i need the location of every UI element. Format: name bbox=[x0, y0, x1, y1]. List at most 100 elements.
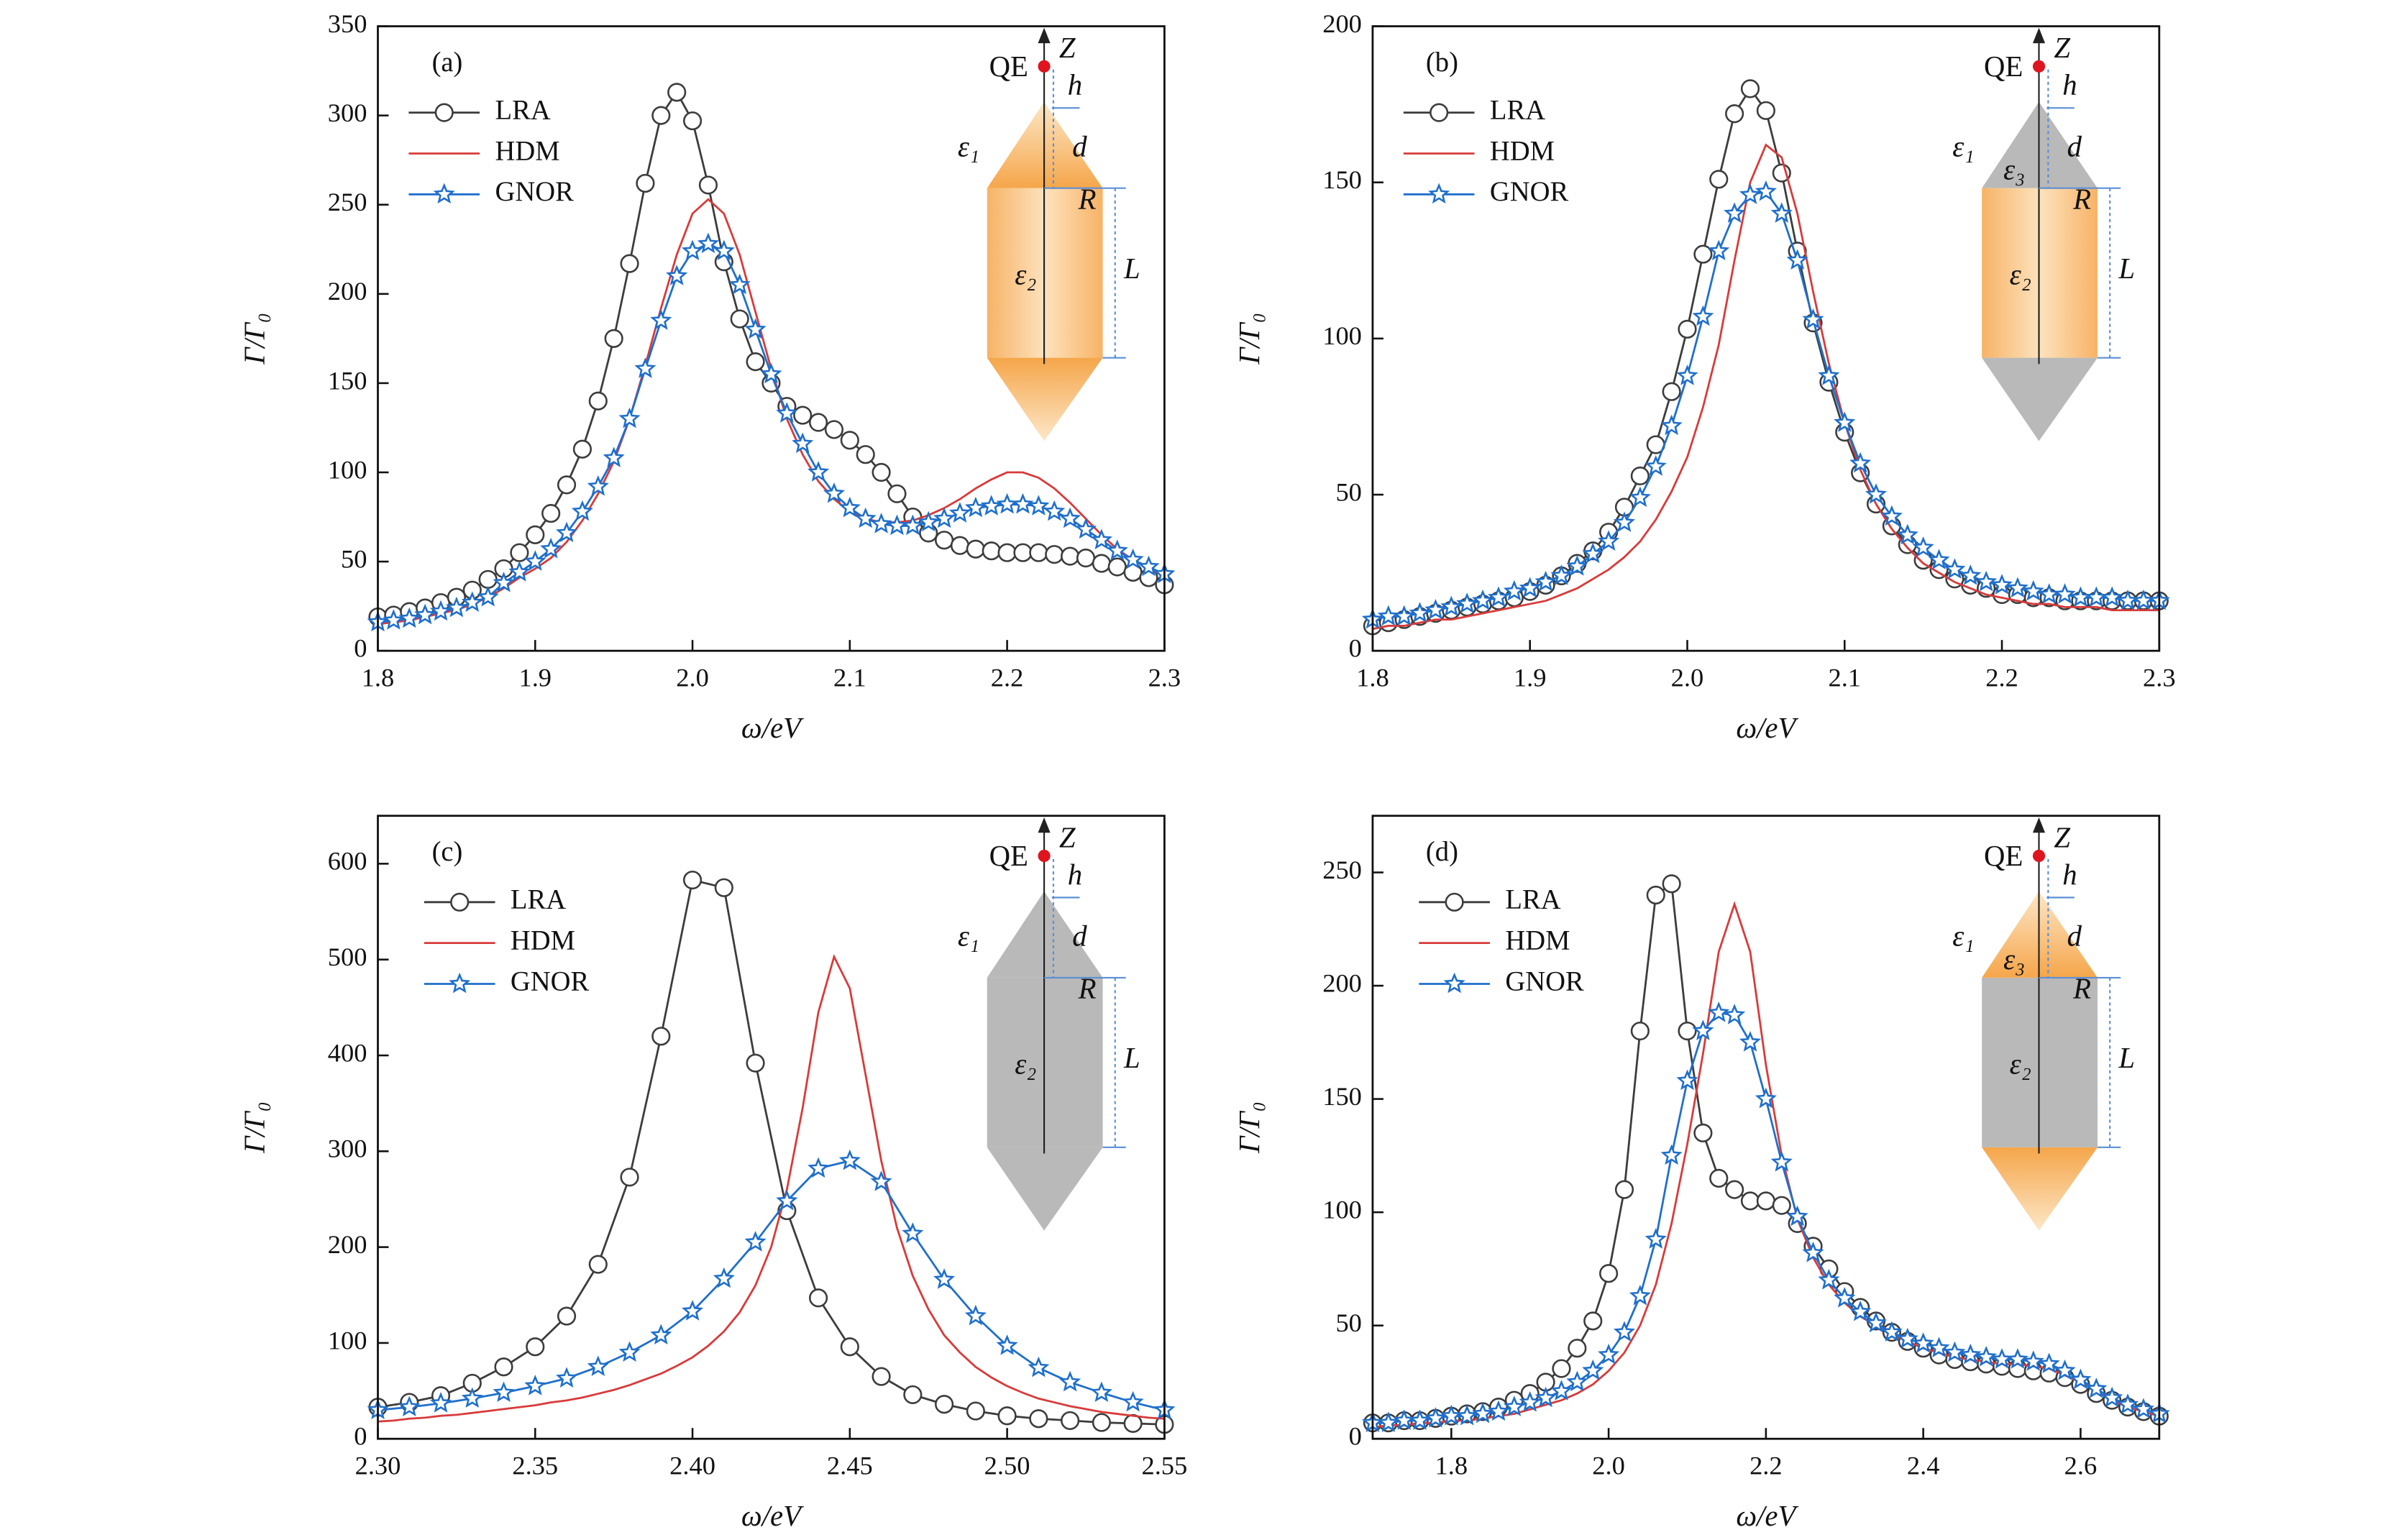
marker bbox=[1975, 1345, 1998, 1367]
marker bbox=[1912, 536, 1934, 557]
y-tick-label: 100 bbox=[328, 455, 367, 484]
plot-frame bbox=[377, 815, 1166, 1440]
inset-label: R bbox=[1078, 973, 1097, 1005]
legend-marker bbox=[1428, 183, 1450, 204]
marker bbox=[840, 1337, 859, 1357]
marker bbox=[1029, 1409, 1048, 1429]
marker bbox=[1693, 1123, 1713, 1142]
y-tick-label: 350 bbox=[328, 9, 367, 38]
marker bbox=[1061, 1411, 1080, 1430]
marker bbox=[1834, 411, 1856, 432]
legend-marker bbox=[434, 103, 454, 122]
y-tick-label: 150 bbox=[1322, 165, 1362, 194]
marker bbox=[1045, 545, 1064, 564]
marker bbox=[1630, 466, 1650, 486]
marker bbox=[1598, 1343, 1620, 1365]
marker bbox=[1487, 586, 1509, 608]
inset-label: d bbox=[2067, 130, 2082, 162]
marker bbox=[1818, 1268, 1840, 1290]
marker bbox=[997, 1406, 1017, 1426]
marker bbox=[808, 413, 828, 432]
legend-marker bbox=[450, 892, 470, 912]
marker bbox=[1849, 1300, 1872, 1321]
marker bbox=[620, 1168, 639, 1187]
marker bbox=[1770, 1151, 1793, 1172]
y-tick-label: 250 bbox=[1322, 856, 1362, 884]
marker bbox=[872, 462, 891, 482]
legend-label: GNOR bbox=[511, 966, 590, 996]
inset-label: d bbox=[1072, 130, 1087, 162]
marker bbox=[1786, 249, 1808, 270]
marker bbox=[1552, 1359, 1571, 1378]
marker bbox=[1614, 1180, 1634, 1199]
marker bbox=[1550, 564, 1573, 585]
marker bbox=[1740, 1191, 1760, 1211]
x-tick-label: 2.1 bbox=[1828, 663, 1861, 692]
marker bbox=[1709, 1168, 1729, 1188]
marker bbox=[2022, 579, 2044, 601]
marker bbox=[526, 1337, 545, 1357]
marker bbox=[1678, 319, 1697, 339]
marker bbox=[746, 1053, 765, 1073]
marker bbox=[445, 596, 467, 618]
legend-label: LRA bbox=[1505, 885, 1560, 915]
inset-label: Z bbox=[2054, 821, 2070, 853]
marker bbox=[966, 539, 985, 559]
marker bbox=[714, 878, 733, 897]
inset-label: h bbox=[1068, 858, 1082, 891]
y-tick-label: 0 bbox=[1349, 634, 1362, 663]
marker bbox=[1725, 1180, 1744, 1199]
x-tick-label: 2.55 bbox=[1141, 1451, 1187, 1480]
marker bbox=[808, 1288, 828, 1308]
x-tick-label: 2.3 bbox=[2143, 663, 2176, 692]
y-tick-label: 200 bbox=[328, 1230, 367, 1259]
x-tick-label: 1.8 bbox=[1356, 663, 1389, 692]
inset-label: h bbox=[2062, 858, 2077, 891]
marker bbox=[1912, 1332, 1934, 1353]
inset-label: Z bbox=[2054, 32, 2070, 64]
legend-label: LRA bbox=[1490, 96, 1545, 126]
marker bbox=[1582, 542, 1604, 564]
marker bbox=[1487, 1400, 1509, 1421]
y-tick-label: 150 bbox=[1322, 1082, 1362, 1111]
marker bbox=[902, 514, 924, 536]
y-tick-label: 250 bbox=[328, 188, 367, 216]
marker bbox=[1583, 1311, 1603, 1331]
marker bbox=[776, 402, 798, 423]
y-tick-label: 0 bbox=[354, 634, 367, 663]
marker bbox=[1629, 1284, 1651, 1306]
legend-label: GNOR bbox=[1490, 177, 1569, 207]
panel-label: (a) bbox=[432, 47, 463, 78]
marker bbox=[1090, 1381, 1112, 1403]
marker bbox=[1772, 1196, 1791, 1215]
x-tick-label: 2.2 bbox=[1749, 1451, 1783, 1480]
marker bbox=[588, 391, 608, 411]
marker bbox=[1646, 885, 1665, 905]
x-tick-label: 2.6 bbox=[2064, 1451, 2098, 1480]
inset-label: ε₁ bbox=[1952, 920, 1974, 953]
marker bbox=[1756, 101, 1775, 120]
legend-marker bbox=[1443, 972, 1465, 994]
x-tick-label: 2.45 bbox=[827, 1451, 873, 1480]
marker bbox=[493, 1381, 515, 1403]
marker bbox=[1756, 1191, 1775, 1211]
marker bbox=[557, 1306, 577, 1326]
legend-label: LRA bbox=[511, 885, 566, 915]
inset-arrow bbox=[2032, 817, 2046, 833]
marker bbox=[494, 1357, 513, 1377]
marker bbox=[1456, 592, 1478, 613]
marker bbox=[461, 591, 483, 612]
inset-label: d bbox=[2067, 920, 2082, 953]
panel: 0 50 100 150 200 250 300 350 1.8 1.9 2.0 2.1 2.2 2.3 ω… bbox=[239, 9, 1181, 744]
marker bbox=[2054, 1359, 2076, 1380]
marker bbox=[1629, 486, 1651, 508]
marker bbox=[1802, 308, 1824, 329]
marker bbox=[1660, 1144, 1683, 1165]
marker bbox=[1598, 530, 1620, 551]
inset-arrow bbox=[1038, 27, 1051, 44]
marker bbox=[541, 504, 561, 523]
inset-emitter bbox=[1038, 60, 1051, 73]
x-axis-title: ω/eV bbox=[1736, 712, 1798, 744]
marker bbox=[650, 309, 672, 330]
y-tick-label: 100 bbox=[328, 1326, 367, 1355]
